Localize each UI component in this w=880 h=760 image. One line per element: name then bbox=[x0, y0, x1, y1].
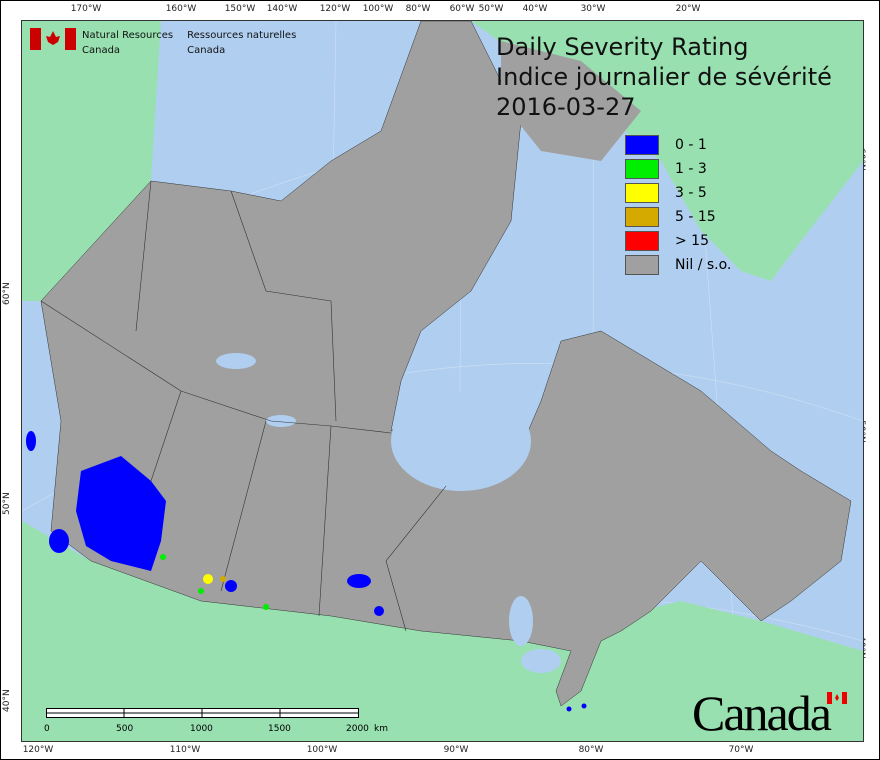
agency-signature: Natural Resources Canada Ressources natur… bbox=[30, 28, 296, 58]
legend: 0 - 1 1 - 3 3 - 5 5 - 15 > 15 Nil / s.o. bbox=[625, 133, 731, 277]
legend-item: Nil / s.o. bbox=[625, 253, 731, 277]
agency-fr-line1: Ressources naturelles bbox=[187, 30, 297, 41]
hudson-bay bbox=[391, 391, 531, 491]
legend-label: 3 - 5 bbox=[675, 185, 707, 201]
usa bbox=[22, 521, 863, 741]
alaska bbox=[22, 21, 161, 301]
top-tick: 20°W bbox=[675, 4, 701, 14]
legend-label: > 15 bbox=[675, 233, 709, 249]
legend-swatch bbox=[625, 159, 659, 179]
agency-en-line2: Canada bbox=[82, 45, 121, 56]
top-tick: 40°W bbox=[522, 4, 548, 14]
agency-fr-line2: Canada bbox=[187, 45, 226, 56]
top-tick: 80°W bbox=[405, 4, 431, 14]
bottom-tick: 120°W bbox=[22, 745, 54, 755]
top-tick: 140°W bbox=[266, 4, 298, 14]
title-date: 2016-03-27 bbox=[496, 93, 636, 121]
map-canvas[interactable] bbox=[21, 20, 864, 742]
agency-en: Natural Resources Canada bbox=[82, 28, 173, 58]
legend-swatch bbox=[625, 207, 659, 227]
bottom-tick: 80°W bbox=[578, 745, 604, 755]
bottom-tick: 110°W bbox=[169, 745, 201, 755]
legend-label: 1 - 3 bbox=[675, 161, 707, 177]
map-title: Daily Severity Rating Indice journalier … bbox=[496, 32, 832, 122]
scale-label: 500 bbox=[116, 724, 134, 734]
legend-swatch bbox=[625, 135, 659, 155]
top-tick: 120°W bbox=[319, 4, 351, 14]
top-tick: 150°W bbox=[224, 4, 256, 14]
scale-bar: 0 500 1000 1500 2000 km bbox=[44, 705, 388, 738]
canada-flag-icon bbox=[30, 28, 76, 50]
canada-wordmark: Canada bbox=[692, 684, 832, 742]
lakes bbox=[216, 353, 561, 673]
arctic-islands bbox=[241, 41, 641, 301]
top-tick: 170°W bbox=[70, 4, 102, 14]
legend-swatch bbox=[625, 255, 659, 275]
canada-land bbox=[40, 21, 852, 707]
title-fr: Indice journalier de sévérité bbox=[496, 63, 832, 91]
legend-label: 0 - 1 bbox=[675, 137, 707, 153]
dsr-cells bbox=[26, 431, 587, 712]
scale-label: 2000 bbox=[346, 724, 369, 734]
left-tick: 40°N bbox=[2, 689, 12, 712]
scale-label: 0 bbox=[44, 724, 50, 734]
legend-swatch bbox=[625, 183, 659, 203]
legend-item: 0 - 1 bbox=[625, 133, 731, 157]
legend-swatch bbox=[625, 231, 659, 251]
top-tick: 30°W bbox=[580, 4, 606, 14]
top-tick: 50°W bbox=[478, 4, 504, 14]
left-tick: 50°N bbox=[2, 492, 12, 515]
top-tick: 100°W bbox=[362, 4, 394, 14]
legend-label: Nil / s.o. bbox=[675, 257, 732, 273]
provincial-borders bbox=[40, 180, 447, 632]
scale-bar-graphic bbox=[46, 708, 359, 718]
scale-label: 1000 bbox=[190, 724, 213, 734]
legend-label: 5 - 15 bbox=[675, 209, 716, 225]
top-tick: 160°W bbox=[165, 4, 197, 14]
bottom-tick: 100°W bbox=[306, 745, 338, 755]
bottom-tick: 70°W bbox=[728, 745, 754, 755]
scale-unit: km bbox=[374, 724, 388, 734]
scale-label: 1500 bbox=[268, 724, 291, 734]
title-en: Daily Severity Rating bbox=[496, 33, 749, 61]
top-tick: 60°W bbox=[449, 4, 475, 14]
legend-item: 1 - 3 bbox=[625, 157, 731, 181]
wordmark-flag-icon bbox=[827, 692, 847, 704]
agency-fr: Ressources naturelles Canada bbox=[187, 28, 296, 58]
left-tick: 60°N bbox=[2, 282, 12, 305]
bottom-tick: 90°W bbox=[443, 745, 469, 755]
legend-item: 5 - 15 bbox=[625, 205, 731, 229]
legend-item: 3 - 5 bbox=[625, 181, 731, 205]
legend-item: > 15 bbox=[625, 229, 731, 253]
map-svg bbox=[22, 21, 863, 741]
agency-en-line1: Natural Resources bbox=[82, 30, 174, 41]
wordmark-text: Canada bbox=[692, 685, 832, 741]
